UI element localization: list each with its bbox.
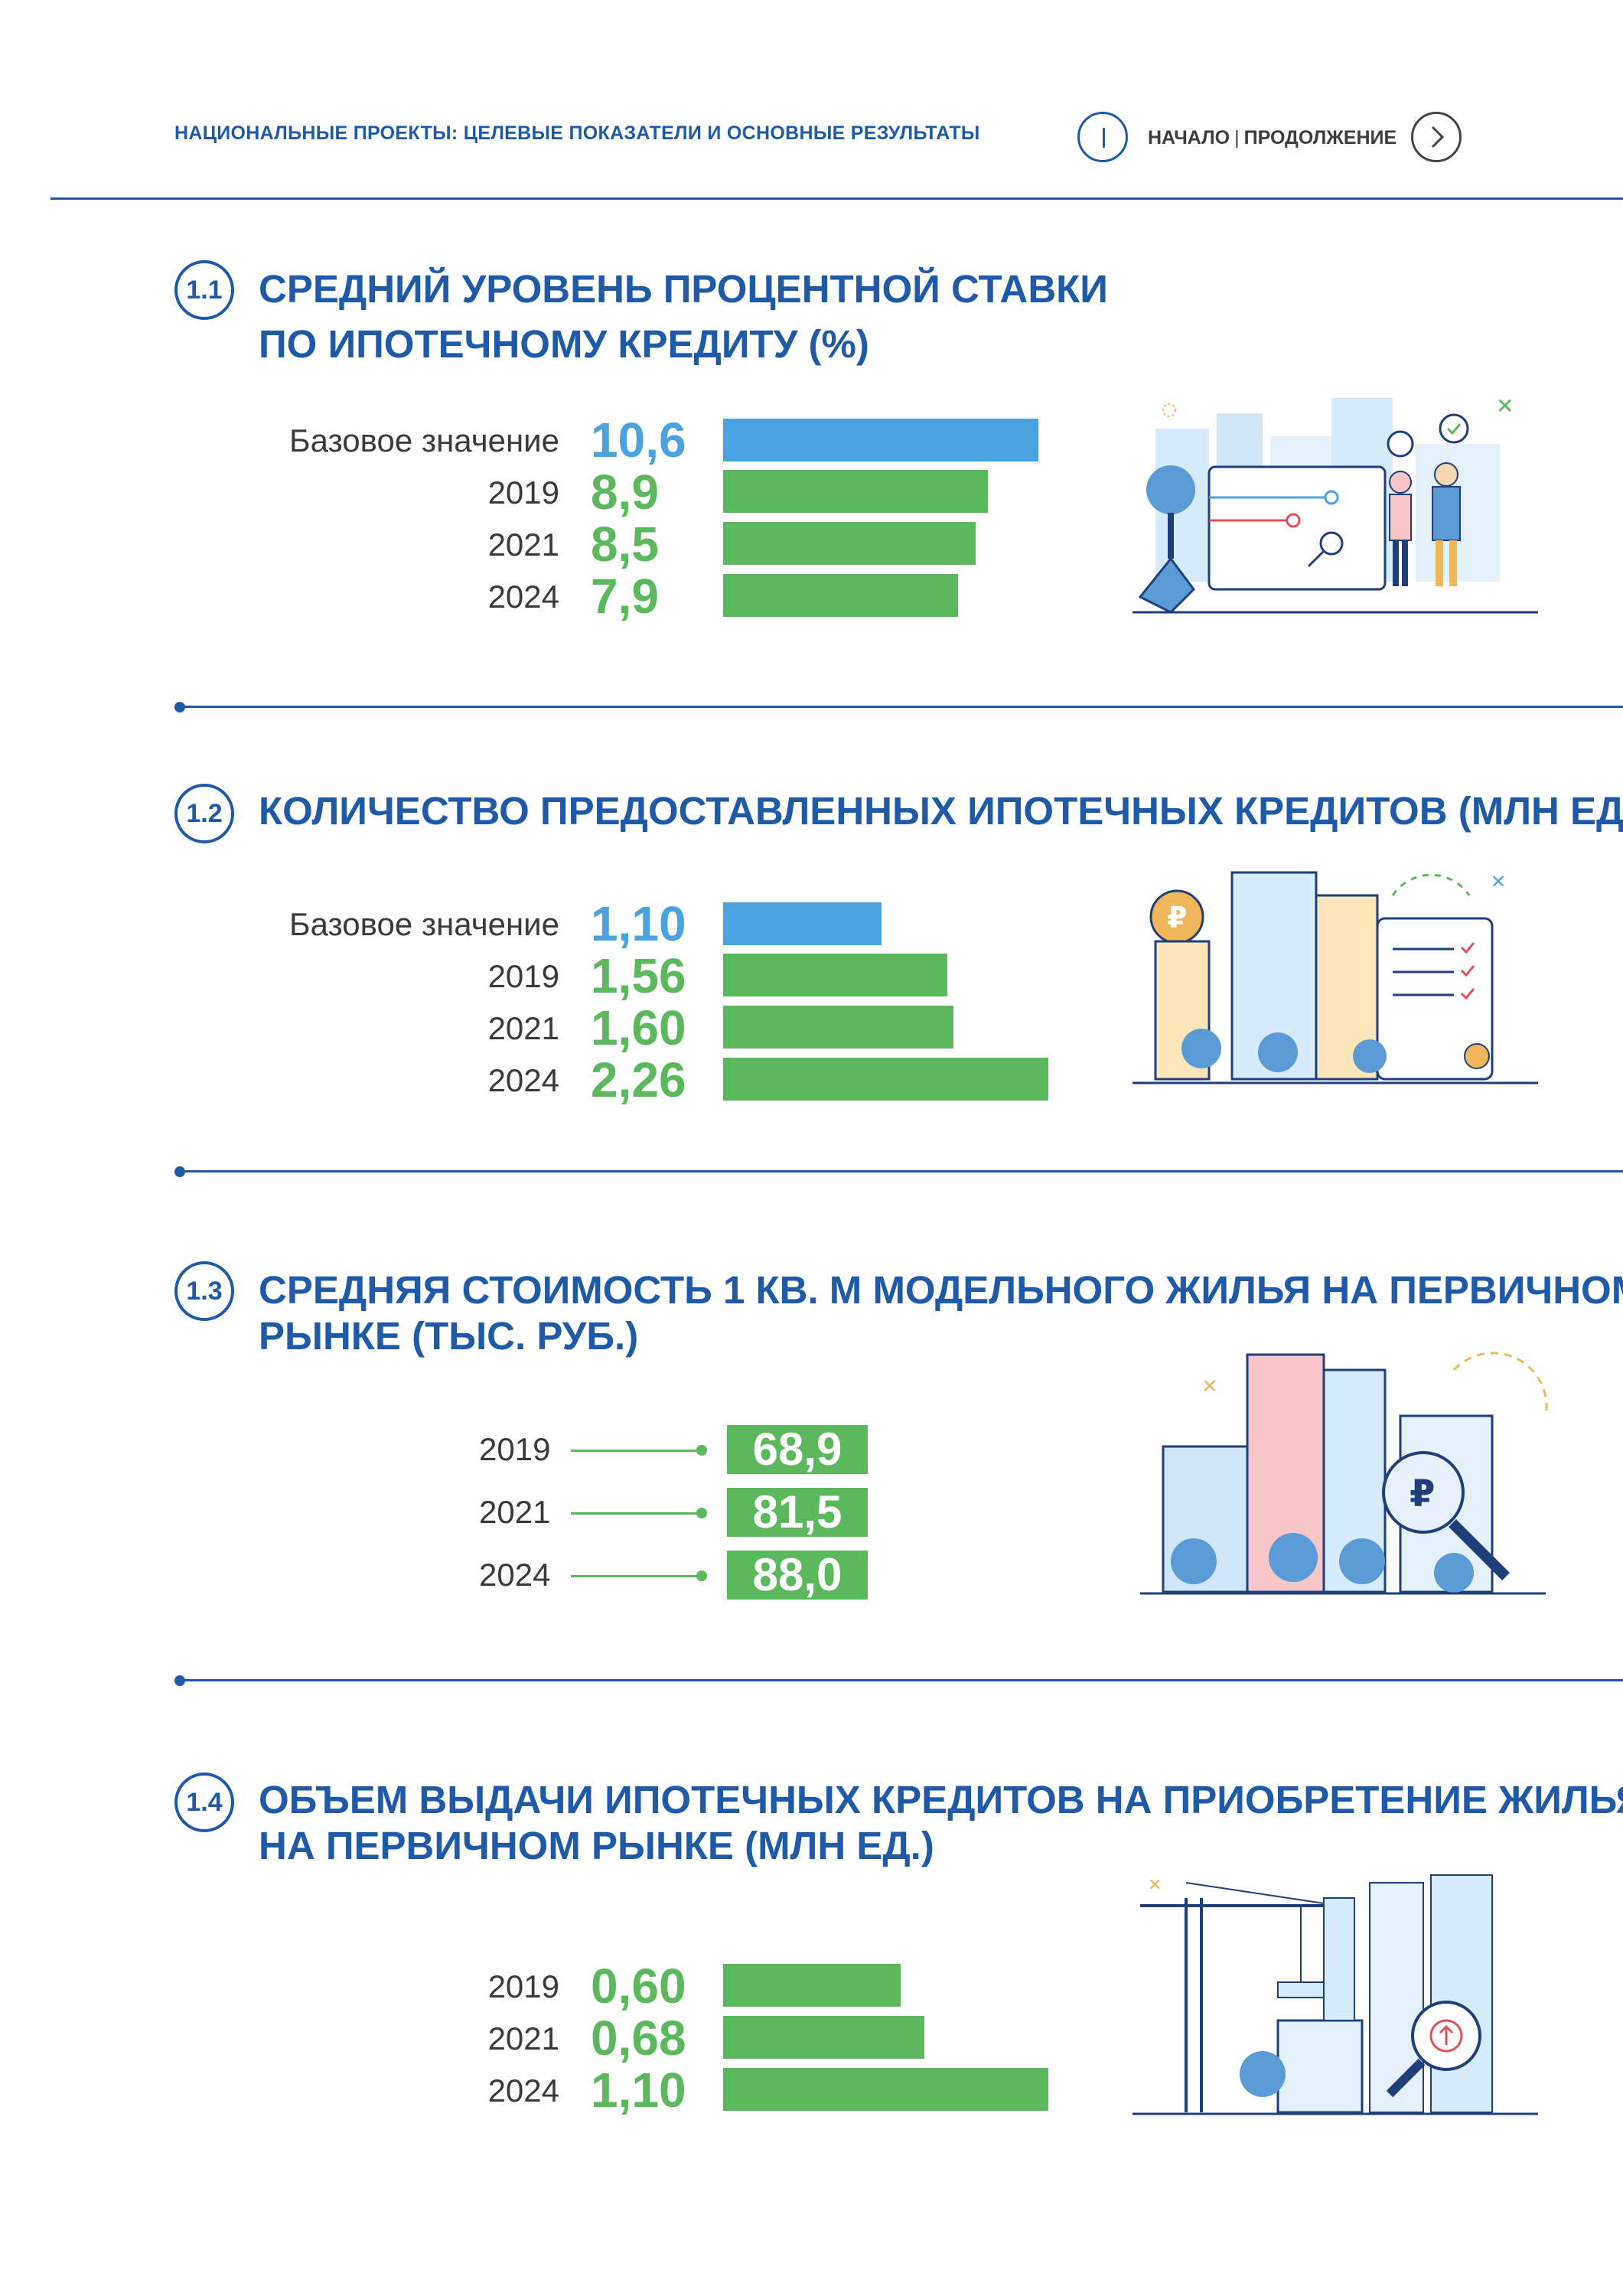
section-divider-dot <box>174 1166 185 1177</box>
section-title-1-4-line2: НА ПЕРВИЧНОМ РЫНКЕ (МЛН ЕД.) <box>259 1824 934 1867</box>
nav-next-button[interactable] <box>1411 112 1462 162</box>
bar-s3-r0 <box>723 1964 901 2007</box>
row-label: 2021 <box>487 527 559 563</box>
section-title-1-1-line1: СРЕДНИЙ УРОВЕНЬ ПРОЦЕНТНОЙ СТАВКИ <box>259 267 1108 311</box>
row-label: 2024 <box>487 579 559 615</box>
row-label: 2024 <box>487 2073 559 2108</box>
section-title-1-3-line2: РЫНКЕ (ТЫС. РУБ.) <box>259 1314 639 1358</box>
row-value: 0,60 <box>591 1958 686 2014</box>
bar-s0-r2 <box>723 522 976 565</box>
row-label: 2024 <box>479 1557 551 1593</box>
svg-text:✕: ✕ <box>1496 393 1514 419</box>
row-label: Базовое значение <box>289 422 559 458</box>
row-value: 1,10 <box>591 896 686 951</box>
nav-continue-link[interactable]: ПРОДОЛЖЕНИЕ <box>1243 127 1397 148</box>
connector-dot <box>696 1508 707 1518</box>
row-value: 1,60 <box>591 1000 686 1055</box>
bar-s0-r1 <box>723 470 988 513</box>
connector-line <box>571 1450 705 1452</box>
value-box: 88,0 <box>727 1551 868 1600</box>
nav-separator: | <box>1234 127 1240 148</box>
svg-text:✕: ✕ <box>1148 1876 1162 1895</box>
mortgage-keys-illustration: ✕ <box>1133 393 1538 614</box>
bar-s1-r1 <box>723 954 947 996</box>
value-box: 68,9 <box>727 1425 868 1474</box>
section-number-1-1: 1.1 <box>174 260 234 320</box>
bar-s0-r0 <box>723 419 1038 461</box>
row-label: 2021 <box>479 1494 551 1530</box>
header-divider <box>51 197 1623 200</box>
svg-text:₽: ₽ <box>1167 901 1187 934</box>
row-value: 8,5 <box>591 517 659 572</box>
start-bar-icon <box>1103 128 1105 148</box>
svg-text:✕: ✕ <box>1201 1375 1218 1398</box>
row-label: 2019 <box>487 475 559 510</box>
buildings-magnifier-illustration: ₽ ✕ <box>1140 1352 1548 1595</box>
nav-text: НАЧАЛО | ПРОДОЛЖЕНИЕ <box>1148 127 1396 149</box>
section-number-1-4: 1.4 <box>174 1773 234 1832</box>
value-box: 81,5 <box>727 1488 868 1537</box>
construction-crane-illustration: ✕ <box>1133 1874 1538 2115</box>
chevron-right-icon <box>1431 126 1445 148</box>
connector-dot <box>696 1445 707 1456</box>
section-number-1-2: 1.2 <box>174 784 234 843</box>
section-divider <box>181 1170 1623 1172</box>
bar-s0-r3 <box>723 574 958 617</box>
section-divider-dot <box>174 702 185 713</box>
bar-s1-r2 <box>723 1006 953 1049</box>
section-title-1-3-line1: СРЕДНЯЯ СТОИМОСТЬ 1 КВ. М МОДЕЛЬНОГО ЖИЛ… <box>259 1268 1623 1312</box>
section-divider-dot <box>174 1675 185 1686</box>
section-title-1-4-line1: ОБЪЕМ ВЫДАЧИ ИПОТЕЧНЫХ КРЕДИТОВ НА ПРИОБ… <box>259 1778 1623 1821</box>
bar-s3-r1 <box>723 2016 924 2059</box>
row-value: 1,56 <box>591 948 686 1003</box>
row-label: 2019 <box>487 958 559 994</box>
section-divider <box>181 706 1623 708</box>
section-divider <box>181 1679 1623 1681</box>
section-title-1-1-line2: ПО ИПОТЕЧНОМУ КРЕДИТУ (%) <box>259 322 869 366</box>
bar-s1-r3 <box>723 1058 1048 1101</box>
svg-text:₽: ₽ <box>1410 1473 1435 1515</box>
connector-dot <box>696 1570 707 1581</box>
svg-text:✕: ✕ <box>1491 871 1506 892</box>
row-value: 10,6 <box>591 413 686 468</box>
connector-line <box>571 1512 705 1515</box>
buildings-document-illustration: ₽ ✕ <box>1133 871 1538 1084</box>
row-value: 0,68 <box>591 2011 686 2066</box>
nav-start-button[interactable] <box>1077 112 1128 162</box>
bar-s1-r0 <box>723 902 882 945</box>
connector-line <box>571 1575 705 1577</box>
row-label: 2019 <box>479 1431 551 1467</box>
row-value: 1,10 <box>591 2063 686 2118</box>
row-label: 2021 <box>487 1010 559 1046</box>
row-value: 8,9 <box>591 465 659 520</box>
section-number-1-3: 1.3 <box>174 1261 234 1321</box>
nav-start-link[interactable]: НАЧАЛО <box>1148 127 1230 148</box>
row-value: 7,9 <box>591 569 659 624</box>
row-label: 2019 <box>487 1968 559 2004</box>
page-header-title: НАЦИОНАЛЬНЫЕ ПРОЕКТЫ: ЦЕЛЕВЫЕ ПОКАЗАТЕЛИ… <box>174 122 980 144</box>
bar-s3-r2 <box>723 2068 1048 2111</box>
row-value: 2,26 <box>591 1052 686 1107</box>
row-label: Базовое значение <box>289 906 559 942</box>
row-label: 2021 <box>487 2020 559 2056</box>
row-label: 2024 <box>487 1062 559 1098</box>
section-title-1-2-line1: КОЛИЧЕСТВО ПРЕДОСТАВЛЕННЫХ ИПОТЕЧНЫХ КРЕ… <box>259 789 1623 833</box>
